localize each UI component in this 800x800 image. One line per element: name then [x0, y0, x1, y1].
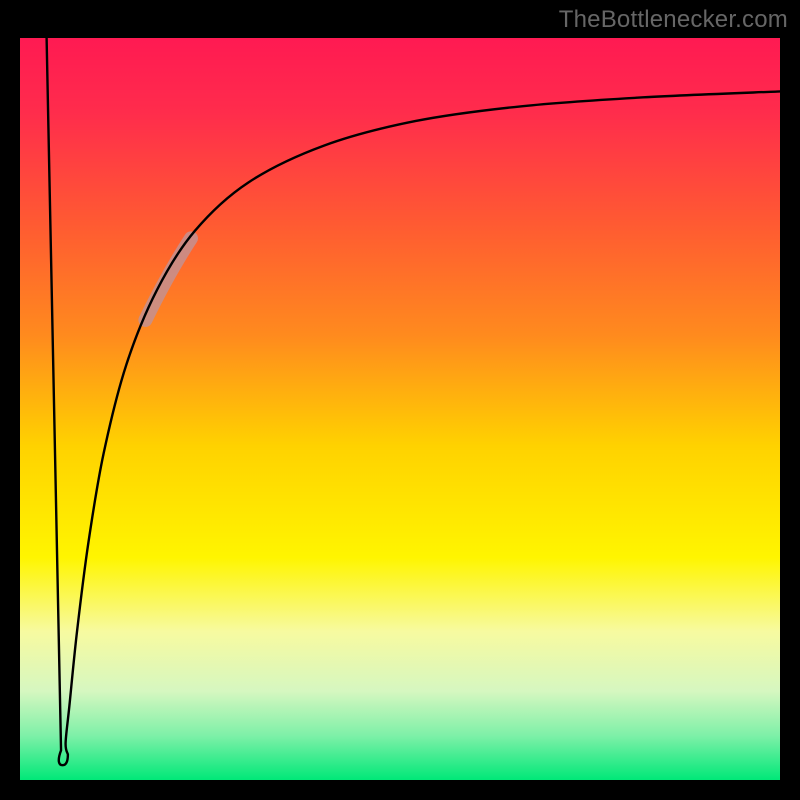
watermark-text: TheBottlenecker.com [559, 6, 788, 34]
bottleneck-chart [0, 0, 800, 800]
chart-container: TheBottlenecker.com [0, 0, 800, 800]
chart-gradient-background [20, 38, 780, 780]
